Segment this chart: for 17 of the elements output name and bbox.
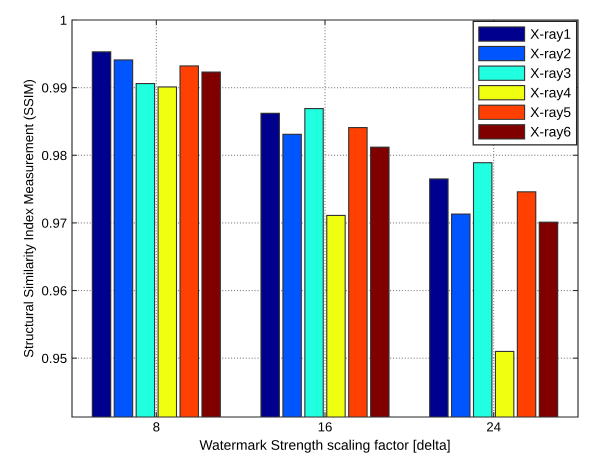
legend-label: X-ray4 (530, 88, 571, 100)
x-tick-label: 16 (318, 422, 332, 432)
y-tick-label: 0.95 (42, 354, 67, 364)
legend-label: X-ray2 (530, 48, 570, 62)
y-tick-label: 0.99 (42, 83, 67, 93)
legend-label: X-ray1 (530, 29, 570, 42)
legend-label: X-ray6 (530, 126, 570, 140)
y-axis-title: Structural Similarity Index Measurement (SSIM) (24, 80, 36, 358)
x-tick-label: 8 (153, 422, 160, 432)
y-tick-label: 1 (60, 16, 66, 25)
legend-label: X-ray5 (530, 107, 570, 120)
x-axis-title: Watermark Strength scaling factor [delta] (200, 440, 450, 453)
y-tick-label: 0.96 (42, 286, 67, 296)
y-tick-label: 0.98 (42, 150, 67, 160)
y-tick-label: 0.97 (42, 218, 66, 228)
x-tick-label: 24 (486, 422, 501, 432)
legend-label: X-ray3 (530, 68, 570, 81)
